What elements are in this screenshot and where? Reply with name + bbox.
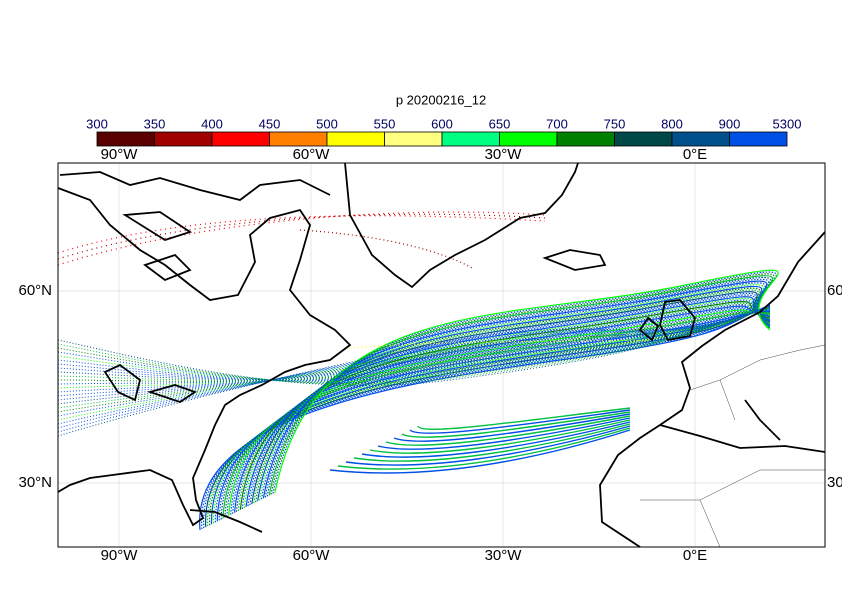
colorbar-segment [441, 131, 500, 147]
trajectory [369, 419, 631, 454]
trajectory [57, 309, 761, 381]
trajectory [253, 289, 771, 504]
trajectory [57, 309, 761, 437]
colorbar-tick-label: 5300 [773, 116, 802, 131]
trajectory [57, 309, 761, 413]
british-isles [638, 299, 696, 342]
colorbar-tick-label: 550 [374, 116, 396, 131]
arctic-islands [59, 171, 331, 282]
trajectory [57, 309, 761, 383]
trajectory [247, 294, 771, 507]
map-frame [57, 162, 826, 548]
trajectory [216, 310, 771, 522]
lon-label-bottom: 30°W [485, 547, 523, 564]
trajectory [349, 339, 651, 349]
lon-label-bottom: 90°W [101, 547, 139, 564]
trajectory [57, 309, 761, 425]
lon-label-bottom: 60°W [293, 547, 331, 564]
title: p 20200216_12 [396, 92, 486, 107]
lat-label-right: 30°N [827, 474, 842, 491]
trajectory [57, 309, 761, 429]
trajectory [57, 309, 761, 417]
trajectory [57, 309, 761, 383]
colorbar-tick-label: 400 [201, 116, 223, 131]
lat-label-left: 60°N [18, 282, 52, 299]
trajectory [224, 311, 771, 518]
greenland [344, 162, 579, 289]
colorbar-segment [96, 131, 155, 147]
trajectory [274, 269, 779, 493]
colorbar-segment [499, 131, 558, 147]
mediterranean [659, 399, 826, 453]
trajectory [393, 413, 631, 442]
colorbar-tick-label: 350 [144, 116, 166, 131]
colorbar-tick-label: 900 [719, 116, 741, 131]
coastlines [57, 162, 826, 548]
lon-label-bottom: 0°E [683, 547, 707, 564]
trajectory [57, 309, 761, 386]
colorbar: 300 350 400 450 500 550 600 650 700 750 800 900 5300 [86, 116, 802, 147]
colorbar-segment [154, 131, 213, 147]
borders [640, 344, 826, 548]
trajectory [361, 421, 631, 458]
trajectory [57, 215, 546, 254]
trajectory [299, 229, 473, 269]
trajectory [401, 411, 631, 438]
lat-label-right: 60°N [827, 282, 842, 299]
axis-labels: 90°W 90°W 60°W 60°W 30°W 30°W 0°E 0°E 60°N 60°N 30… [18, 146, 842, 564]
lon-label-top: 0°E [683, 146, 707, 163]
colorbar-segment [326, 131, 385, 147]
colorbar-tick-label: 500 [316, 116, 338, 131]
lon-label-top: 90°W [101, 146, 139, 163]
colorbar-segment [671, 131, 730, 147]
trajectory [377, 417, 631, 450]
trajectory [409, 409, 631, 434]
trajectory [232, 306, 771, 514]
lat-label-left: 30°N [18, 474, 52, 491]
colorbar-segment [211, 131, 270, 147]
colorbar-tick-label: 750 [604, 116, 626, 131]
colorbar-tick-label: 300 [86, 116, 108, 131]
trajectory [329, 429, 631, 474]
cuba [189, 509, 263, 533]
europe-africa [599, 231, 826, 548]
trajectory [345, 425, 631, 466]
trajectory [353, 423, 631, 462]
trajectory [235, 304, 771, 512]
trajectories [57, 211, 779, 531]
colorbar-tick-label: 650 [489, 116, 511, 131]
colorbar-segment [384, 131, 443, 147]
trajectory [208, 307, 771, 526]
colorbar-tick-label: 450 [259, 116, 281, 131]
trajectory [214, 309, 771, 523]
trajectory [57, 309, 761, 384]
colorbar-segment [729, 131, 788, 147]
trajectory [57, 309, 761, 421]
colorbar-segment [556, 131, 615, 147]
trajectory [57, 309, 761, 382]
trajectory [260, 282, 771, 500]
trajectory [337, 427, 631, 470]
iceland [542, 249, 607, 271]
trajectory [417, 407, 631, 430]
trajectory [233, 305, 771, 513]
colorbar-segment [614, 131, 673, 147]
lon-label-top: 30°W [485, 146, 523, 163]
great-lakes [103, 363, 198, 403]
colorbar-tick-label: 600 [431, 116, 453, 131]
north-america [57, 187, 352, 527]
colorbar-tick-label: 800 [661, 116, 683, 131]
colorbar-tick-label: 700 [546, 116, 568, 131]
trajectory [243, 297, 771, 508]
trajectory [385, 415, 631, 446]
trajectory [57, 309, 761, 385]
colorbar-segment [269, 131, 328, 147]
lon-label-top: 60°W [293, 146, 331, 163]
